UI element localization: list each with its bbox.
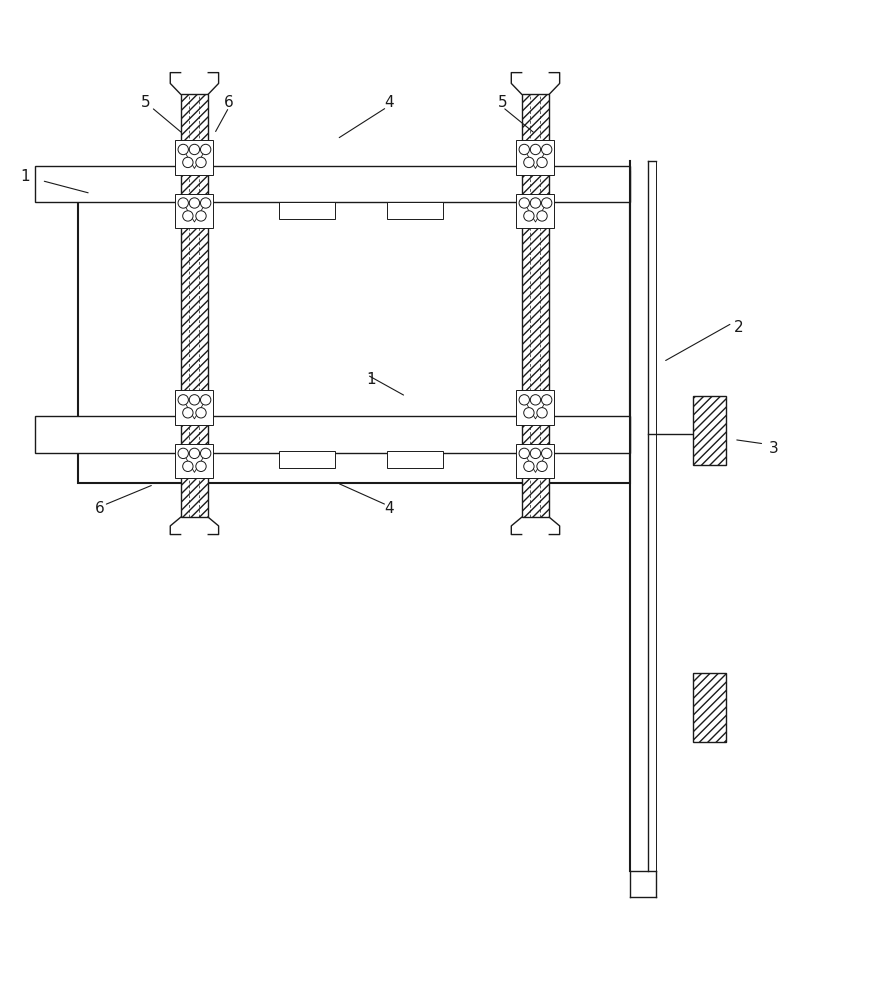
Bar (181, 94, 208, 517)
Circle shape (542, 198, 552, 208)
Bar (516, 444, 554, 478)
Circle shape (196, 211, 206, 221)
Circle shape (189, 144, 200, 155)
Bar (175, 390, 213, 425)
Circle shape (201, 395, 211, 405)
Circle shape (196, 461, 206, 472)
Circle shape (519, 395, 529, 405)
Circle shape (519, 198, 529, 208)
Bar (516, 390, 554, 425)
Circle shape (201, 198, 211, 208)
Text: 6: 6 (224, 95, 233, 110)
Circle shape (178, 144, 189, 155)
Circle shape (537, 461, 547, 472)
Circle shape (530, 395, 541, 405)
Text: 5: 5 (498, 95, 507, 110)
Bar (34, 166, 631, 202)
Circle shape (523, 157, 534, 168)
Bar (175, 194, 213, 228)
Circle shape (189, 448, 200, 459)
Bar (387, 202, 442, 219)
Circle shape (178, 448, 189, 459)
Circle shape (542, 448, 552, 459)
Circle shape (537, 408, 547, 418)
Circle shape (196, 157, 206, 168)
Text: 1: 1 (366, 372, 376, 387)
Circle shape (519, 448, 529, 459)
Bar (278, 202, 335, 219)
Bar (387, 451, 442, 468)
Bar (175, 140, 213, 175)
Circle shape (182, 461, 193, 472)
Text: 4: 4 (384, 501, 394, 516)
Circle shape (523, 461, 534, 472)
Text: 1: 1 (21, 169, 30, 184)
Circle shape (201, 448, 211, 459)
Bar (516, 140, 554, 175)
Circle shape (530, 448, 541, 459)
Circle shape (196, 408, 206, 418)
Circle shape (537, 211, 547, 221)
Circle shape (519, 144, 529, 155)
Circle shape (178, 198, 189, 208)
Circle shape (182, 408, 193, 418)
Circle shape (201, 144, 211, 155)
Text: 3: 3 (768, 441, 778, 456)
Circle shape (542, 395, 552, 405)
Text: 4: 4 (384, 95, 394, 110)
Circle shape (178, 395, 189, 405)
Circle shape (189, 198, 200, 208)
Circle shape (523, 408, 534, 418)
Bar (693, 396, 726, 465)
Bar (522, 94, 549, 517)
Bar (693, 673, 726, 742)
Circle shape (537, 157, 547, 168)
Bar (175, 444, 213, 478)
Bar (78, 172, 631, 483)
Circle shape (542, 144, 552, 155)
Bar (516, 194, 554, 228)
Circle shape (523, 211, 534, 221)
Bar (34, 416, 631, 453)
Circle shape (189, 395, 200, 405)
Text: 5: 5 (140, 95, 150, 110)
Text: 2: 2 (734, 320, 744, 335)
Circle shape (182, 157, 193, 168)
Circle shape (182, 211, 193, 221)
Circle shape (530, 198, 541, 208)
Circle shape (530, 144, 541, 155)
Bar (278, 451, 335, 468)
Text: 6: 6 (94, 501, 104, 516)
